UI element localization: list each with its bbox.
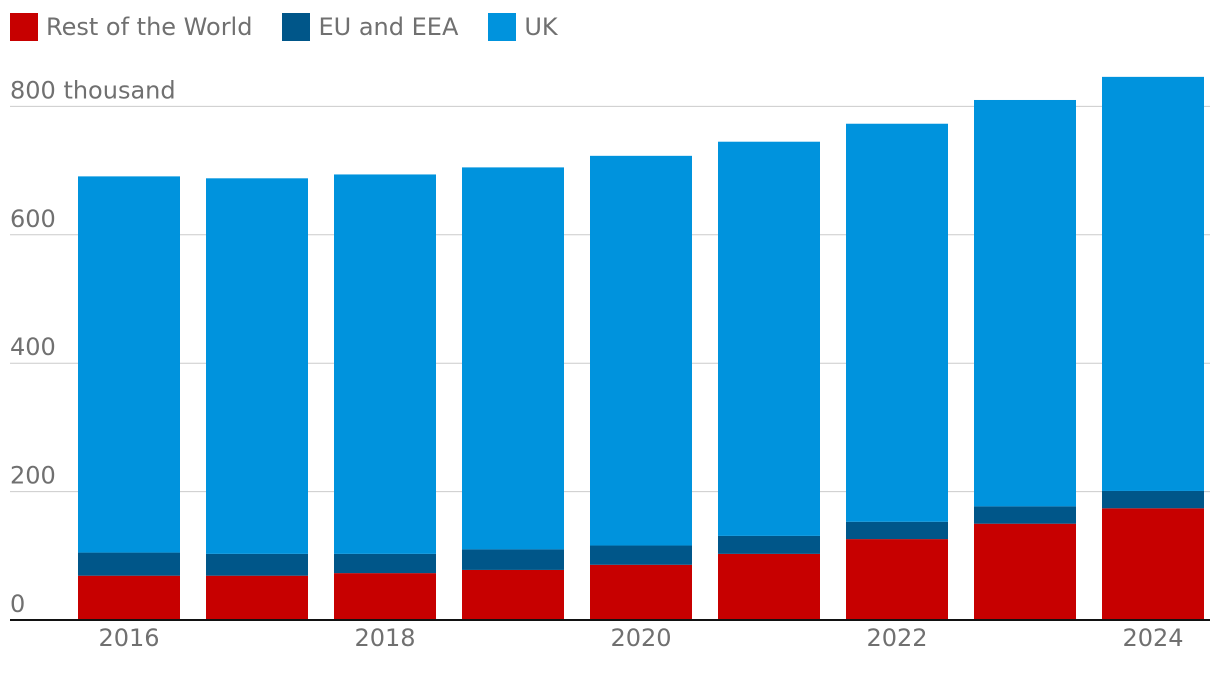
bar-2018-rest-of-the-world: [334, 573, 436, 620]
bar-2018-uk: [334, 174, 436, 554]
legend-label-rest-of-the-world: Rest of the World: [46, 13, 253, 41]
bar-2016-uk: [78, 176, 180, 553]
bar-2019-rest-of-the-world: [462, 569, 564, 620]
y-tick-label-200: 200: [10, 462, 56, 490]
legend-swatch-uk: [488, 13, 517, 41]
legend-label-eu-and-eea: EU and EEA: [318, 13, 459, 41]
bar-2016-rest-of-the-world: [78, 575, 180, 620]
bar-2022-eu-and-eea: [846, 521, 948, 540]
bar-2019-uk: [462, 167, 564, 550]
bar-2018-eu-and-eea: [334, 553, 436, 574]
bar-2021-rest-of-the-world: [718, 553, 820, 620]
bar-2020-uk: [590, 155, 692, 546]
bar-2016-eu-and-eea: [78, 552, 180, 576]
chart-legend: Rest of the World EU and EEA UK: [10, 10, 558, 44]
y-tick-label-400: 400: [10, 333, 56, 361]
legend-item-rest-of-the-world: Rest of the World: [10, 13, 252, 41]
y-tick-label-800: 800 thousand: [10, 76, 176, 104]
bar-2023-rest-of-the-world: [974, 523, 1076, 620]
bar-2020-rest-of-the-world: [590, 564, 692, 620]
bar-2023-uk: [974, 99, 1076, 507]
y-tick-label-600: 600: [10, 205, 56, 233]
bar-2023-eu-and-eea: [974, 506, 1076, 524]
bar-2024-uk: [1102, 76, 1204, 491]
legend-swatch-eu-and-eea: [282, 13, 311, 41]
x-tick-label-2020: 2020: [610, 624, 671, 652]
bar-2022-uk: [846, 123, 948, 522]
bar-2017-uk: [206, 178, 308, 554]
bar-2019-eu-and-eea: [462, 549, 564, 570]
bar-2024-rest-of-the-world: [1102, 508, 1204, 620]
x-tick-label-2022: 2022: [866, 624, 927, 652]
legend-label-uk: UK: [524, 13, 558, 41]
x-tick-label-2024: 2024: [1122, 624, 1183, 652]
bar-2017-eu-and-eea: [206, 553, 308, 576]
bar-2021-eu-and-eea: [718, 535, 820, 554]
y-axis-labels: 0 200 400 600 800 thousand: [10, 76, 176, 618]
bars: [78, 76, 1204, 620]
x-axis-labels: 2016 2018 2020 2022 2024: [98, 624, 1183, 652]
bar-2024-eu-and-eea: [1102, 490, 1204, 509]
bar-2022-rest-of-the-world: [846, 539, 948, 620]
bar-2020-eu-and-eea: [590, 545, 692, 565]
y-tick-label-0: 0: [10, 590, 25, 618]
bar-2021-uk: [718, 141, 820, 536]
legend-swatch-rest-of-the-world: [10, 13, 38, 41]
legend-item-uk: UK: [488, 13, 558, 41]
legend-item-eu-and-eea: EU and EEA: [282, 13, 458, 41]
bar-2017-rest-of-the-world: [206, 575, 308, 620]
x-tick-label-2016: 2016: [98, 624, 159, 652]
x-tick-label-2018: 2018: [354, 624, 415, 652]
